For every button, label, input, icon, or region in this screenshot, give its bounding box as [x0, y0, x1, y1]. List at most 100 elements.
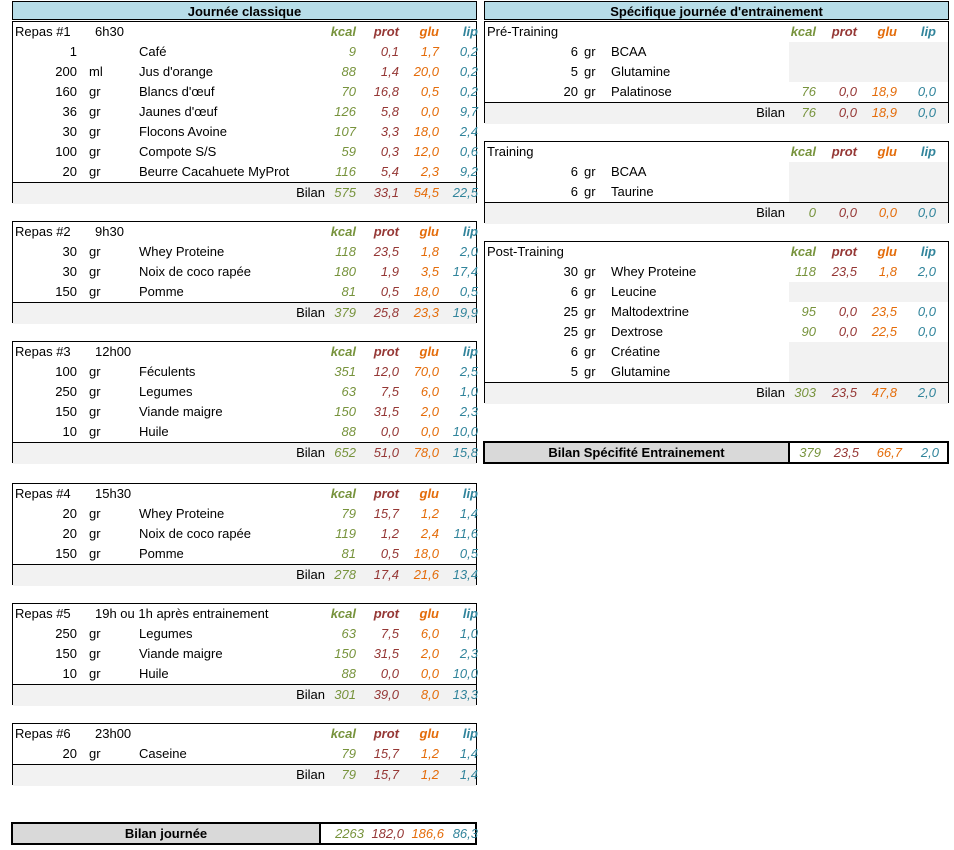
food-glu: 2,0 — [420, 404, 439, 419]
food-kcal: 79 — [341, 506, 356, 521]
food-quantity: 6 — [570, 164, 578, 179]
food-name: Jaunes d'œuf — [139, 104, 218, 119]
food-name: Noix de coco rapée — [139, 526, 252, 541]
food-prot: 0,1 — [380, 44, 399, 59]
food-name: BCAA — [611, 44, 647, 59]
col-header-kcal: kcal — [330, 24, 356, 39]
food-name: Whey Proteine — [611, 264, 697, 279]
col-header-lip: lip — [462, 344, 478, 359]
bilan-prot: 17,4 — [373, 567, 399, 582]
food-kcal: 116 — [335, 164, 356, 179]
bilan-lip: 19,9 — [452, 305, 478, 320]
food-quantity: 150 — [55, 284, 77, 299]
table-header-row: Pré-Training kcal prot glu lip — [485, 22, 948, 42]
food-row: 150 gr Viande maigre 150 31,5 2,0 2,3 — [13, 644, 478, 664]
bilan-journee-prot: 182,0 — [371, 826, 404, 841]
col-header-lip: lip — [462, 606, 478, 621]
empty-value-cell — [789, 342, 948, 362]
food-name: Flocons Avoine — [139, 124, 227, 139]
food-quantity: 6 — [570, 344, 578, 359]
food-prot: 0,0 — [380, 424, 399, 439]
bilan-label: Bilan — [296, 445, 325, 460]
food-name: Noix de coco rapée — [139, 264, 252, 279]
col-header-glu: glu — [419, 24, 440, 39]
food-name: Legumes — [139, 384, 193, 399]
food-glu: 2,3 — [420, 164, 439, 179]
food-name: Pomme — [139, 284, 184, 299]
bilan-label: Bilan — [296, 185, 325, 200]
meal-name: Repas #5 — [15, 606, 71, 621]
food-kcal: 88 — [341, 64, 356, 79]
col-header-lip: lip — [920, 144, 936, 159]
table-header-row: Repas #4 15h30 kcal prot glu lip — [13, 484, 478, 504]
col-header-glu: glu — [877, 144, 898, 159]
bilan-row: Bilan 0 0,0 0,0 0,0 — [485, 202, 948, 224]
food-name: Viande maigre — [139, 646, 223, 661]
food-name: BCAA — [611, 164, 647, 179]
bilan-lip: 15,8 — [452, 445, 478, 460]
food-lip: 0,2 — [459, 64, 478, 79]
food-row: 100 gr Féculents 351 12,0 70,0 2,5 — [13, 362, 478, 382]
food-unit: gr — [89, 164, 101, 179]
food-prot: 0,0 — [838, 84, 857, 99]
food-name: Leucine — [611, 284, 657, 299]
bilan-glu: 54,5 — [413, 185, 439, 200]
table-header-row: Training kcal prot glu lip — [485, 142, 948, 162]
food-unit: gr — [89, 746, 101, 761]
food-prot: 0,5 — [380, 546, 399, 561]
food-row: 6 gr Leucine — [485, 282, 948, 302]
bilan-prot: 33,1 — [373, 185, 399, 200]
food-prot: 1,9 — [380, 264, 399, 279]
bilan-prot: 39,0 — [373, 687, 399, 702]
food-lip: 0,2 — [459, 84, 478, 99]
food-prot: 1,2 — [380, 526, 399, 541]
bilan-row: Bilan 79 15,7 1,2 1,4 — [13, 764, 478, 786]
table-header-row: Repas #6 23h00 kcal prot glu lip — [13, 724, 478, 744]
bilan-lip: 13,4 — [452, 567, 478, 582]
bilan-label: Bilan — [296, 767, 325, 782]
food-lip: 0,5 — [459, 546, 478, 561]
food-prot: 5,8 — [380, 104, 399, 119]
food-quantity: 30 — [62, 124, 77, 139]
food-quantity: 5 — [570, 64, 578, 79]
food-unit: gr — [89, 666, 101, 681]
food-row: 25 gr Maltodextrine 95 0,0 23,5 0,0 — [485, 302, 948, 322]
food-name: Huile — [139, 424, 169, 439]
food-name: Caseine — [139, 746, 187, 761]
left-header: Journée classique — [12, 1, 477, 20]
bilan-journee-row: Bilan journée 2263 182,0 186,6 86,3 — [11, 822, 478, 845]
bilan-specificite-label: Bilan Spécifité Entrainement — [485, 443, 790, 462]
bilan-journee-lip: 86,3 — [452, 826, 478, 841]
food-kcal: 88 — [341, 424, 356, 439]
food-name: Dextrose — [611, 324, 664, 339]
food-quantity: 6 — [570, 44, 578, 59]
food-glu: 1,8 — [420, 244, 439, 259]
bilan-label: Bilan — [756, 205, 785, 220]
food-glu: 12,0 — [413, 144, 439, 159]
food-name: Taurine — [611, 184, 654, 199]
food-prot: 23,5 — [373, 244, 399, 259]
food-name: Palatinose — [611, 84, 672, 99]
bilan-row: Bilan 278 17,4 21,6 13,4 — [13, 564, 478, 586]
food-glu: 0,0 — [420, 104, 439, 119]
bilan-row: Bilan 76 0,0 18,9 0,0 — [485, 102, 948, 124]
food-quantity: 250 — [55, 626, 77, 641]
bilan-lip: 2,0 — [917, 385, 936, 400]
food-quantity: 20 — [62, 506, 77, 521]
food-kcal: 118 — [795, 264, 816, 279]
food-quantity: 20 — [563, 84, 578, 99]
food-prot: 31,5 — [373, 404, 399, 419]
food-quantity: 25 — [563, 324, 578, 339]
food-unit: gr — [584, 184, 596, 199]
food-prot: 0,0 — [838, 324, 857, 339]
food-name: Huile — [139, 666, 169, 681]
bilan-label: Bilan — [756, 105, 785, 120]
bilan-kcal: 0 — [808, 205, 816, 220]
food-lip: 2,0 — [459, 244, 478, 259]
bilan-specificite-prot: 23,5 — [833, 445, 859, 460]
food-glu: 6,0 — [420, 626, 439, 641]
col-header-glu: glu — [419, 606, 440, 621]
col-header-lip: lip — [462, 24, 478, 39]
col-header-prot: prot — [831, 24, 857, 39]
food-unit: gr — [89, 104, 101, 119]
